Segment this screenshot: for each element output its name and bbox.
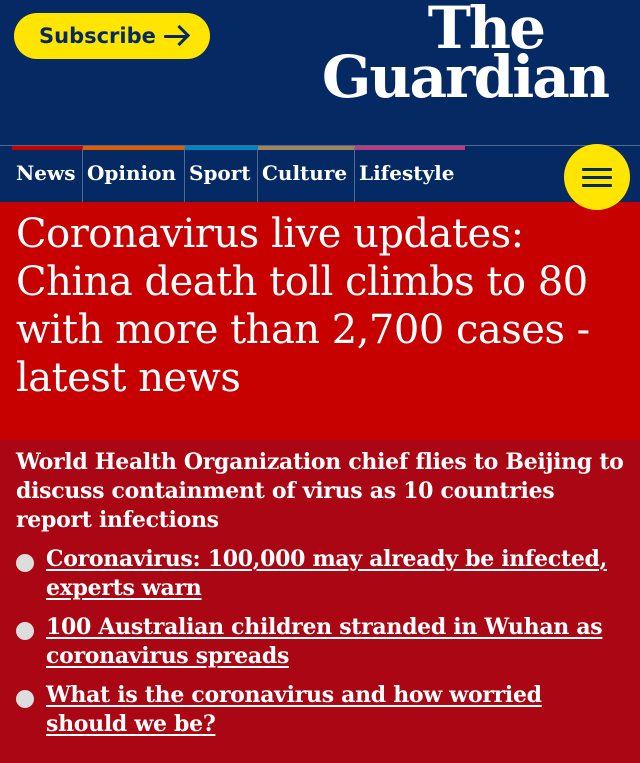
subscribe-button[interactable]: Subscribe: [14, 13, 210, 59]
logo-line-the: The: [427, 0, 546, 62]
related-links: Coronavirus: 100,000 may already be infe…: [16, 545, 626, 739]
list-item: Coronavirus: 100,000 may already be infe…: [16, 545, 626, 603]
article-headline: Coronavirus live updates: China death to…: [16, 211, 590, 401]
hamburger-line-2: [582, 176, 612, 179]
headline-block: Coronavirus live updates: China death to…: [0, 202, 640, 440]
list-item: What is the coronavirus and how worried …: [16, 681, 626, 739]
nav-item-opinion[interactable]: Opinion: [83, 146, 185, 202]
hamburger-menu-icon: [582, 168, 612, 171]
list-item: 100 Australian children stranded in Wuha…: [16, 613, 626, 671]
menu-button[interactable]: [564, 144, 630, 210]
related-link-2[interactable]: 100 Australian children stranded in Wuha…: [46, 614, 603, 669]
nav-item-lifestyle[interactable]: Lifestyle: [355, 146, 465, 202]
nav-item-culture[interactable]: Culture: [258, 146, 355, 202]
bullet-icon: [16, 554, 34, 572]
bullet-icon: [16, 690, 34, 708]
masthead: Subscribe The Guardian: [0, 0, 640, 145]
article-standfirst: World Health Organization chief flies to…: [16, 449, 624, 533]
guardian-logo[interactable]: The Guardian: [321, 0, 610, 112]
standfirst-block: World Health Organization chief flies to…: [0, 440, 640, 763]
subscribe-label: Subscribe: [39, 24, 156, 48]
nav-item-sport-label: Sport: [189, 161, 251, 185]
hamburger-line-3: [582, 184, 612, 187]
nav-item-opinion-label: Opinion: [87, 161, 177, 185]
logo-line-guardian: Guardian: [321, 43, 610, 112]
nav-item-lifestyle-label: Lifestyle: [359, 161, 455, 185]
nav-item-news-label: News: [16, 161, 76, 185]
nav-item-culture-label: Culture: [262, 161, 348, 185]
related-link-1[interactable]: Coronavirus: 100,000 may already be infe…: [46, 546, 607, 601]
nav-item-sport[interactable]: Sport: [185, 146, 258, 202]
primary-nav: News Opinion Sport Culture Lifestyle: [0, 145, 640, 202]
nav-item-news[interactable]: News: [12, 146, 83, 202]
related-link-3[interactable]: What is the coronavirus and how worried …: [46, 682, 542, 737]
bullet-icon: [16, 622, 34, 640]
arrow-right-icon: [163, 26, 190, 46]
